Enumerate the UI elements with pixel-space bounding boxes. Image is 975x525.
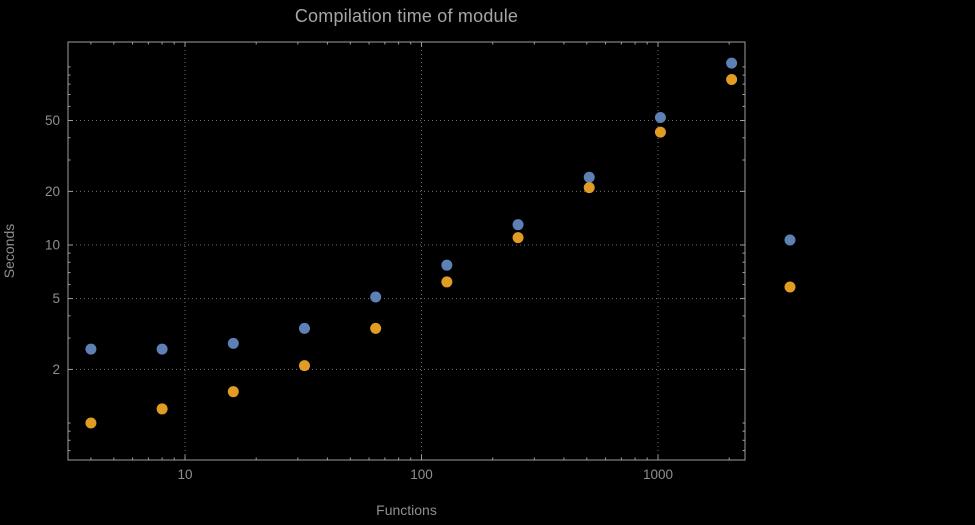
x-tick-labels: 10 100 1000 (178, 467, 674, 482)
x-tick-label: 100 (410, 467, 433, 482)
chart-title: Compilation time of module (294, 6, 519, 26)
y-tick-label: 2 (52, 362, 60, 377)
data-point (726, 57, 738, 69)
data-point (156, 343, 168, 355)
data-point (227, 386, 239, 398)
x-tick-label: 1000 (643, 467, 673, 482)
data-point (370, 322, 382, 334)
tick-marks (68, 42, 745, 460)
data-points-series-blue (85, 57, 738, 355)
data-point (370, 291, 382, 303)
gridlines (68, 42, 745, 460)
data-point (227, 337, 239, 349)
y-tick-label: 20 (45, 184, 60, 199)
x-tick-label: 10 (178, 467, 193, 482)
data-point (654, 111, 666, 123)
data-point (298, 360, 310, 372)
legend-marker-series-orange (784, 281, 796, 293)
plot-frame (67, 41, 746, 461)
x-axis-label: Functions (376, 502, 437, 518)
y-tick-label: 5 (52, 291, 60, 306)
data-point (512, 219, 524, 231)
data-point (441, 259, 453, 271)
legend (784, 234, 796, 293)
y-axis-label: Seconds (1, 223, 17, 279)
y-tick-label: 10 (45, 237, 60, 252)
legend-marker-series-blue (784, 234, 796, 246)
data-point (583, 182, 595, 194)
data-point (441, 276, 453, 288)
data-point (583, 171, 595, 183)
data-points-series-orange (85, 73, 738, 429)
y-tick-labels: 2 5 10 20 50 (45, 113, 60, 377)
data-point (85, 417, 97, 429)
data-point (156, 403, 168, 415)
data-point (298, 322, 310, 334)
data-point (726, 73, 738, 85)
data-point (512, 232, 524, 244)
data-point (654, 126, 666, 138)
y-tick-label: 50 (45, 113, 60, 128)
data-point (85, 343, 97, 355)
